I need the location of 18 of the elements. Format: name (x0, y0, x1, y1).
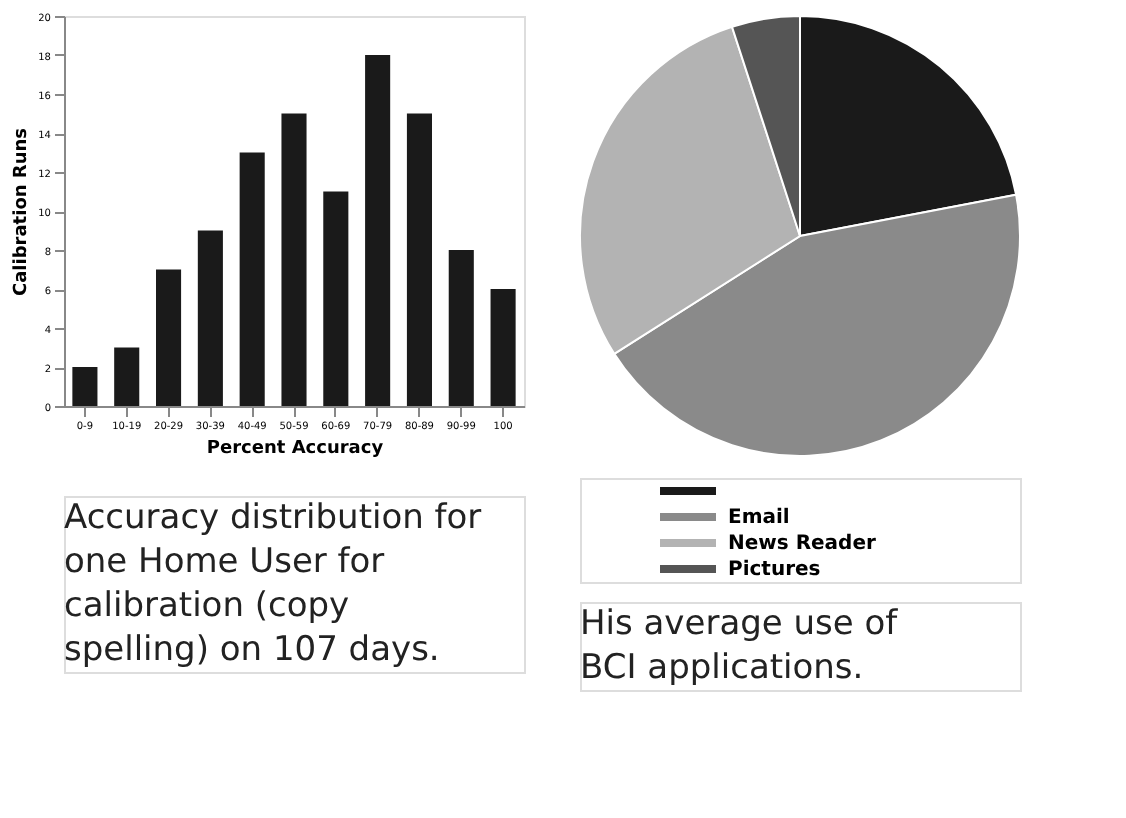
bar (490, 289, 516, 406)
bar (72, 367, 98, 406)
bar (281, 113, 307, 406)
bar (239, 152, 265, 406)
bar (156, 269, 182, 406)
legend-label: Email (728, 507, 790, 529)
y-axis-title: Calibration Runs (12, 127, 33, 297)
bar (448, 250, 474, 406)
x-axis-title: Percent Accuracy (206, 439, 384, 459)
bar (323, 191, 349, 406)
bar (406, 113, 432, 406)
legend-label: News Reader (728, 533, 876, 555)
text: Accuracy distribution for one Home User for calibration (copy spelling) on 107 days. (64, 498, 482, 670)
bar (197, 230, 223, 406)
bar (114, 347, 140, 406)
bar (365, 55, 391, 406)
legend-label: Pictures (728, 559, 821, 581)
text: His average use of BCI applications. (580, 604, 900, 688)
